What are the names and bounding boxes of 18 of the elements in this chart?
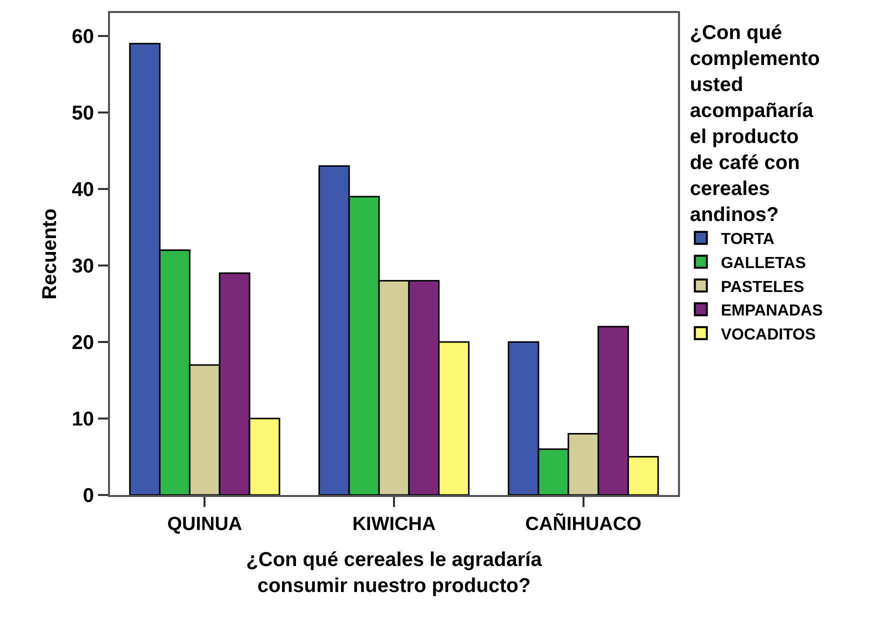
y-tick-label: 10 (72, 408, 94, 430)
y-tick-label: 30 (72, 255, 94, 278)
y-tick-label: 50 (72, 102, 94, 124)
y-tick-label: 0 (82, 485, 94, 507)
y-tick-label: 60 (72, 26, 94, 48)
y-axis-title: Recuento (38, 208, 61, 300)
legend-title: ¿Con qué complemento usted acompañaría el producto de café con cereales andinos? (690, 22, 820, 226)
x-axis-title: ¿Con qué cereales le agradaría consumir nuestro producto? (246, 548, 543, 597)
legend-label: TORTA (720, 231, 775, 248)
y-tick-label: 40 (72, 178, 94, 201)
legend-label: VOCADITOS (720, 326, 816, 344)
legend-label: GALLETAS (720, 254, 806, 272)
x-tick-label: CAÑIHUACO (525, 512, 642, 535)
x-tick-label: QUINUA (167, 514, 242, 535)
legend-label: EMPANADAS (720, 302, 824, 320)
legend-label: PASTELES (720, 278, 804, 296)
x-tick-label: KIWICHA (352, 514, 436, 535)
y-tick-label: 20 (72, 332, 94, 354)
